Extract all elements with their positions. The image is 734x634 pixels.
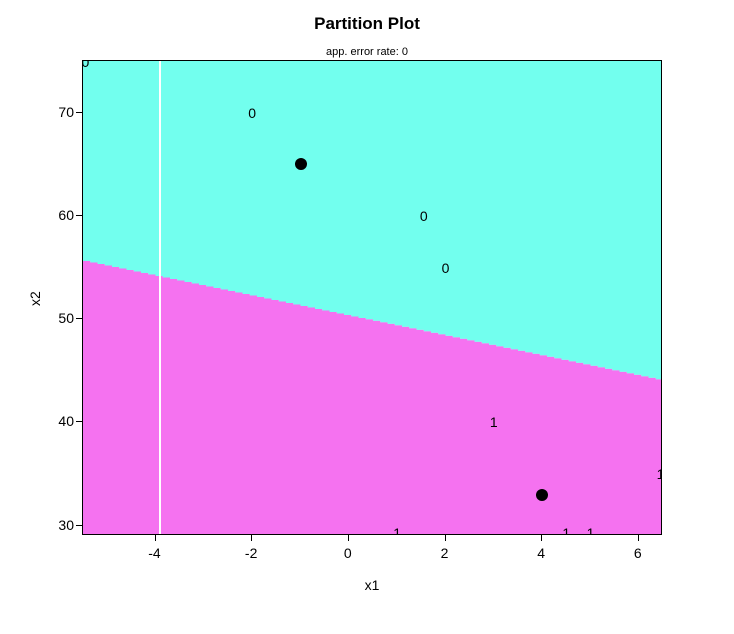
- y-tick-label: 70: [52, 104, 74, 120]
- y-tick-mark: [76, 525, 82, 526]
- plot-area: 0 0 0 0 1 1 1 1 1: [82, 60, 662, 535]
- class-label: 0: [420, 208, 428, 224]
- x-tick-label: 0: [344, 545, 352, 561]
- y-tick-mark: [76, 318, 82, 319]
- y-tick-label: 30: [52, 517, 74, 533]
- x-tick-mark: [348, 535, 349, 541]
- x-tick-label: -4: [148, 545, 160, 561]
- class-label: 1: [587, 525, 595, 535]
- y-tick-mark: [76, 112, 82, 113]
- x-tick-label: 6: [634, 545, 642, 561]
- y-tick-label: 50: [52, 310, 74, 326]
- x-tick-label: -2: [245, 545, 257, 561]
- chart-subtitle: app. error rate: 0: [0, 46, 734, 58]
- class-label: 0: [248, 105, 256, 121]
- class-label: 0: [82, 60, 89, 70]
- partition-regions: [83, 61, 662, 535]
- x-tick-mark: [251, 535, 252, 541]
- y-axis-label: x2: [27, 291, 43, 306]
- y-tick-label: 60: [52, 207, 74, 223]
- vertical-guide-line: [159, 61, 161, 534]
- x-tick-label: 2: [441, 545, 449, 561]
- y-tick-label: 40: [52, 413, 74, 429]
- y-tick-mark: [76, 421, 82, 422]
- centroid-dot: [536, 489, 548, 501]
- x-tick-mark: [541, 535, 542, 541]
- class-label: 0: [442, 260, 450, 276]
- class-label: 1: [490, 414, 498, 430]
- chart-container: Partition Plot app. error rate: 0 0 0 0 0 1 1…: [0, 0, 734, 634]
- x-axis-label: x1: [82, 577, 662, 593]
- x-tick-mark: [155, 535, 156, 541]
- x-tick-mark: [638, 535, 639, 541]
- class-label: 1: [657, 466, 662, 482]
- x-tick-mark: [445, 535, 446, 541]
- chart-title: Partition Plot: [0, 14, 734, 34]
- class-label: 1: [562, 525, 570, 535]
- x-tick-label: 4: [537, 545, 545, 561]
- y-tick-mark: [76, 215, 82, 216]
- centroid-dot: [295, 158, 307, 170]
- class-label: 1: [393, 525, 401, 535]
